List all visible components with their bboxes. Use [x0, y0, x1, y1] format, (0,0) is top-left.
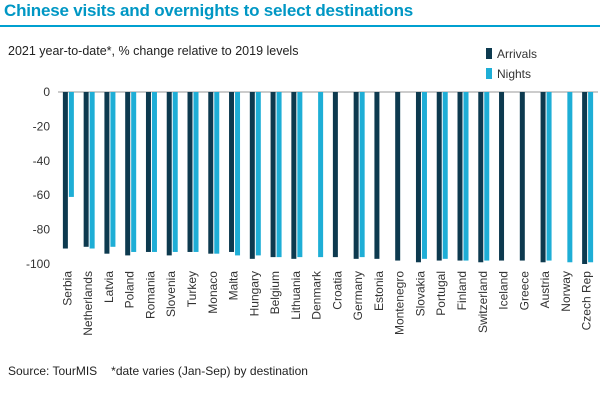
- y-tick-label: -100: [26, 257, 50, 271]
- bar-nights: [567, 92, 573, 263]
- chart-subtitle: 2021 year-to-date*, % change relative to…: [8, 44, 299, 58]
- bar-arrivals: [62, 92, 68, 249]
- x-tick-label: Montenegro: [393, 271, 407, 335]
- date-note: *date varies (Jan-Sep) by destination: [111, 364, 308, 378]
- bar-nights: [359, 92, 365, 258]
- bar-arrivals: [104, 92, 110, 254]
- x-tick-label: Latvia: [102, 271, 116, 303]
- bars: [62, 92, 594, 264]
- bar-nights: [89, 92, 95, 249]
- bar-nights: [131, 92, 137, 252]
- bar-nights: [318, 92, 324, 258]
- bar-nights: [255, 92, 261, 256]
- x-tick-label: Czech Rep: [580, 271, 594, 331]
- x-tick-label: Iceland: [497, 271, 511, 310]
- bar-arrivals: [582, 92, 588, 264]
- bar-arrivals: [229, 92, 235, 252]
- source-note: Source: TourMIS *date varies (Jan-Sep) by…: [8, 364, 308, 378]
- x-axis-labels: Serbia Netherlands Latvia Poland Romania Slov…: [60, 270, 593, 336]
- bar-nights: [110, 92, 116, 247]
- bar-arrivals: [499, 92, 505, 261]
- bar-arrivals: [125, 92, 131, 256]
- title-underline: [0, 25, 600, 27]
- legend-swatch-arrivals: [486, 48, 492, 59]
- bar-nights: [276, 92, 282, 258]
- source-text: Source: TourMIS: [8, 364, 98, 378]
- bar-arrivals: [540, 92, 546, 263]
- bar-arrivals: [353, 92, 359, 259]
- bar-nights: [484, 92, 490, 261]
- x-tick-label: Belgium: [268, 271, 282, 314]
- x-tick-label: Austria: [538, 271, 552, 309]
- bar-arrivals: [83, 92, 89, 247]
- x-tick-label: Romania: [143, 271, 157, 319]
- x-tick-label: Lithuania: [289, 271, 303, 320]
- bar-nights: [442, 92, 448, 259]
- legend-label-nights: Nights: [497, 67, 531, 81]
- bar-arrivals: [415, 92, 421, 263]
- x-tick-label: Finland: [455, 271, 469, 310]
- bar-nights: [588, 92, 594, 263]
- bar-arrivals: [187, 92, 193, 252]
- bar-nights: [463, 92, 469, 261]
- bar-nights: [297, 92, 303, 258]
- x-tick-label: Poland: [123, 271, 137, 308]
- x-tick-label: Denmark: [310, 270, 324, 320]
- x-tick-label: Germany: [351, 271, 365, 320]
- bar-nights: [235, 92, 241, 256]
- bar-nights: [68, 92, 74, 197]
- bar-arrivals: [395, 92, 401, 261]
- x-tick-label: Portugal: [434, 271, 448, 316]
- bar-arrivals: [478, 92, 484, 263]
- y-tick-label: -40: [33, 154, 51, 168]
- x-tick-label: Estonia: [372, 271, 386, 311]
- y-tick-label: -20: [33, 119, 51, 133]
- bar-nights: [546, 92, 552, 261]
- bar-arrivals: [519, 92, 525, 261]
- legend-swatch-nights: [486, 68, 492, 79]
- bar-arrivals: [145, 92, 151, 252]
- x-tick-label: Slovakia: [413, 271, 427, 317]
- bar-nights: [193, 92, 199, 252]
- bar-arrivals: [270, 92, 276, 258]
- chart-title: Chinese visits and overnights to select …: [4, 1, 414, 20]
- bar-arrivals: [208, 92, 214, 254]
- x-tick-label: Hungary: [247, 271, 261, 316]
- x-tick-label: Netherlands: [81, 271, 95, 336]
- bar-arrivals: [332, 92, 338, 258]
- bar-nights: [214, 92, 220, 254]
- x-tick-label: Slovenia: [164, 271, 178, 317]
- x-tick-label: Croatia: [330, 271, 344, 310]
- y-tick-label: -80: [33, 223, 51, 237]
- x-tick-label: Greece: [517, 271, 531, 311]
- x-tick-label: Switzerland: [476, 271, 490, 333]
- x-tick-label: Malta: [227, 271, 241, 301]
- bar-arrivals: [436, 92, 442, 261]
- bar-arrivals: [457, 92, 463, 261]
- y-tick-label: -60: [33, 188, 51, 202]
- y-tick-label: 0: [43, 85, 50, 99]
- legend-label-arrivals: Arrivals: [497, 47, 537, 61]
- bar-nights: [172, 92, 178, 252]
- bar-arrivals: [291, 92, 297, 259]
- x-tick-label: Norway: [559, 271, 573, 312]
- bar-arrivals: [166, 92, 172, 256]
- bar-nights: [421, 92, 427, 259]
- x-tick-label: Monaco: [206, 271, 220, 314]
- x-tick-label: Turkey: [185, 271, 199, 307]
- bar-arrivals: [249, 92, 255, 259]
- bar-nights: [151, 92, 157, 252]
- x-tick-label: Serbia: [60, 271, 74, 306]
- legend: Arrivals Nights: [486, 47, 537, 81]
- bar-arrivals: [374, 92, 380, 259]
